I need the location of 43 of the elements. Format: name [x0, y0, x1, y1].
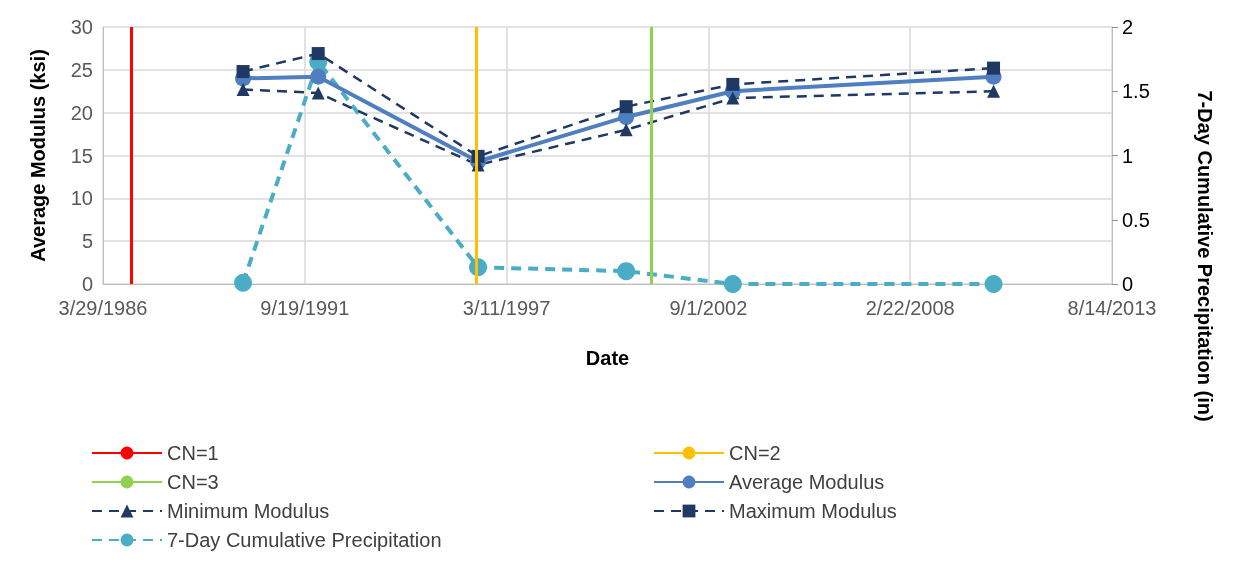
point: [234, 273, 253, 292]
legend-label: Minimum Modulus: [167, 500, 330, 522]
y-tick-label: 20: [70, 101, 93, 124]
y2-tick-label: 1.5: [1122, 80, 1150, 103]
point: [310, 68, 327, 85]
y2-tick-label: 0.5: [1122, 208, 1150, 231]
point: [617, 262, 636, 281]
x-tick-label: 9/19/1991: [260, 297, 350, 319]
x-tick-label: 2/22/2008: [865, 297, 955, 319]
y-tick-label: 0: [81, 273, 93, 295]
point: [984, 275, 1003, 293]
point: [619, 100, 633, 114]
point: [619, 123, 633, 137]
legend-label: Average Modulus: [729, 471, 885, 493]
point: [987, 84, 1001, 98]
x-axis-title: Date: [585, 347, 630, 369]
y-tick-label: 15: [70, 144, 93, 167]
legend-label: CN=3: [167, 471, 219, 493]
legend-label: Maximum Modulus: [729, 500, 897, 522]
legend-label: CN=1: [167, 442, 219, 464]
x-tick-label: 3/11/1997: [462, 297, 551, 319]
point: [236, 65, 250, 79]
point: [723, 275, 742, 293]
y-axis-title: Average Modulus (ksi): [27, 49, 49, 262]
y2-tick-label: 0: [1122, 273, 1134, 295]
point: [726, 91, 740, 105]
y-tick-label: 30: [70, 16, 93, 38]
point: [311, 47, 325, 61]
legend-label: 7-Day Cumulative Precipitation: [167, 529, 442, 551]
y-tick-label: 25: [70, 58, 93, 81]
point: [726, 77, 740, 91]
legend-label: CN=2: [729, 442, 781, 464]
y2-axis-title: 7-Day Cumulative Precipitation (in): [1194, 90, 1216, 422]
x-tick-label: 8/14/2013: [1067, 297, 1157, 319]
y-tick-label: 5: [81, 230, 93, 253]
point: [987, 61, 1001, 75]
x-tick-label: 3/29/1986: [58, 297, 148, 319]
y2-tick-label: 1: [1122, 144, 1134, 167]
point: [311, 86, 325, 100]
point: [236, 83, 250, 97]
y-tick-label: 10: [70, 187, 93, 210]
y2-tick-label: 2: [1122, 16, 1134, 38]
x-tick-label: 9/1/2002: [669, 297, 748, 319]
